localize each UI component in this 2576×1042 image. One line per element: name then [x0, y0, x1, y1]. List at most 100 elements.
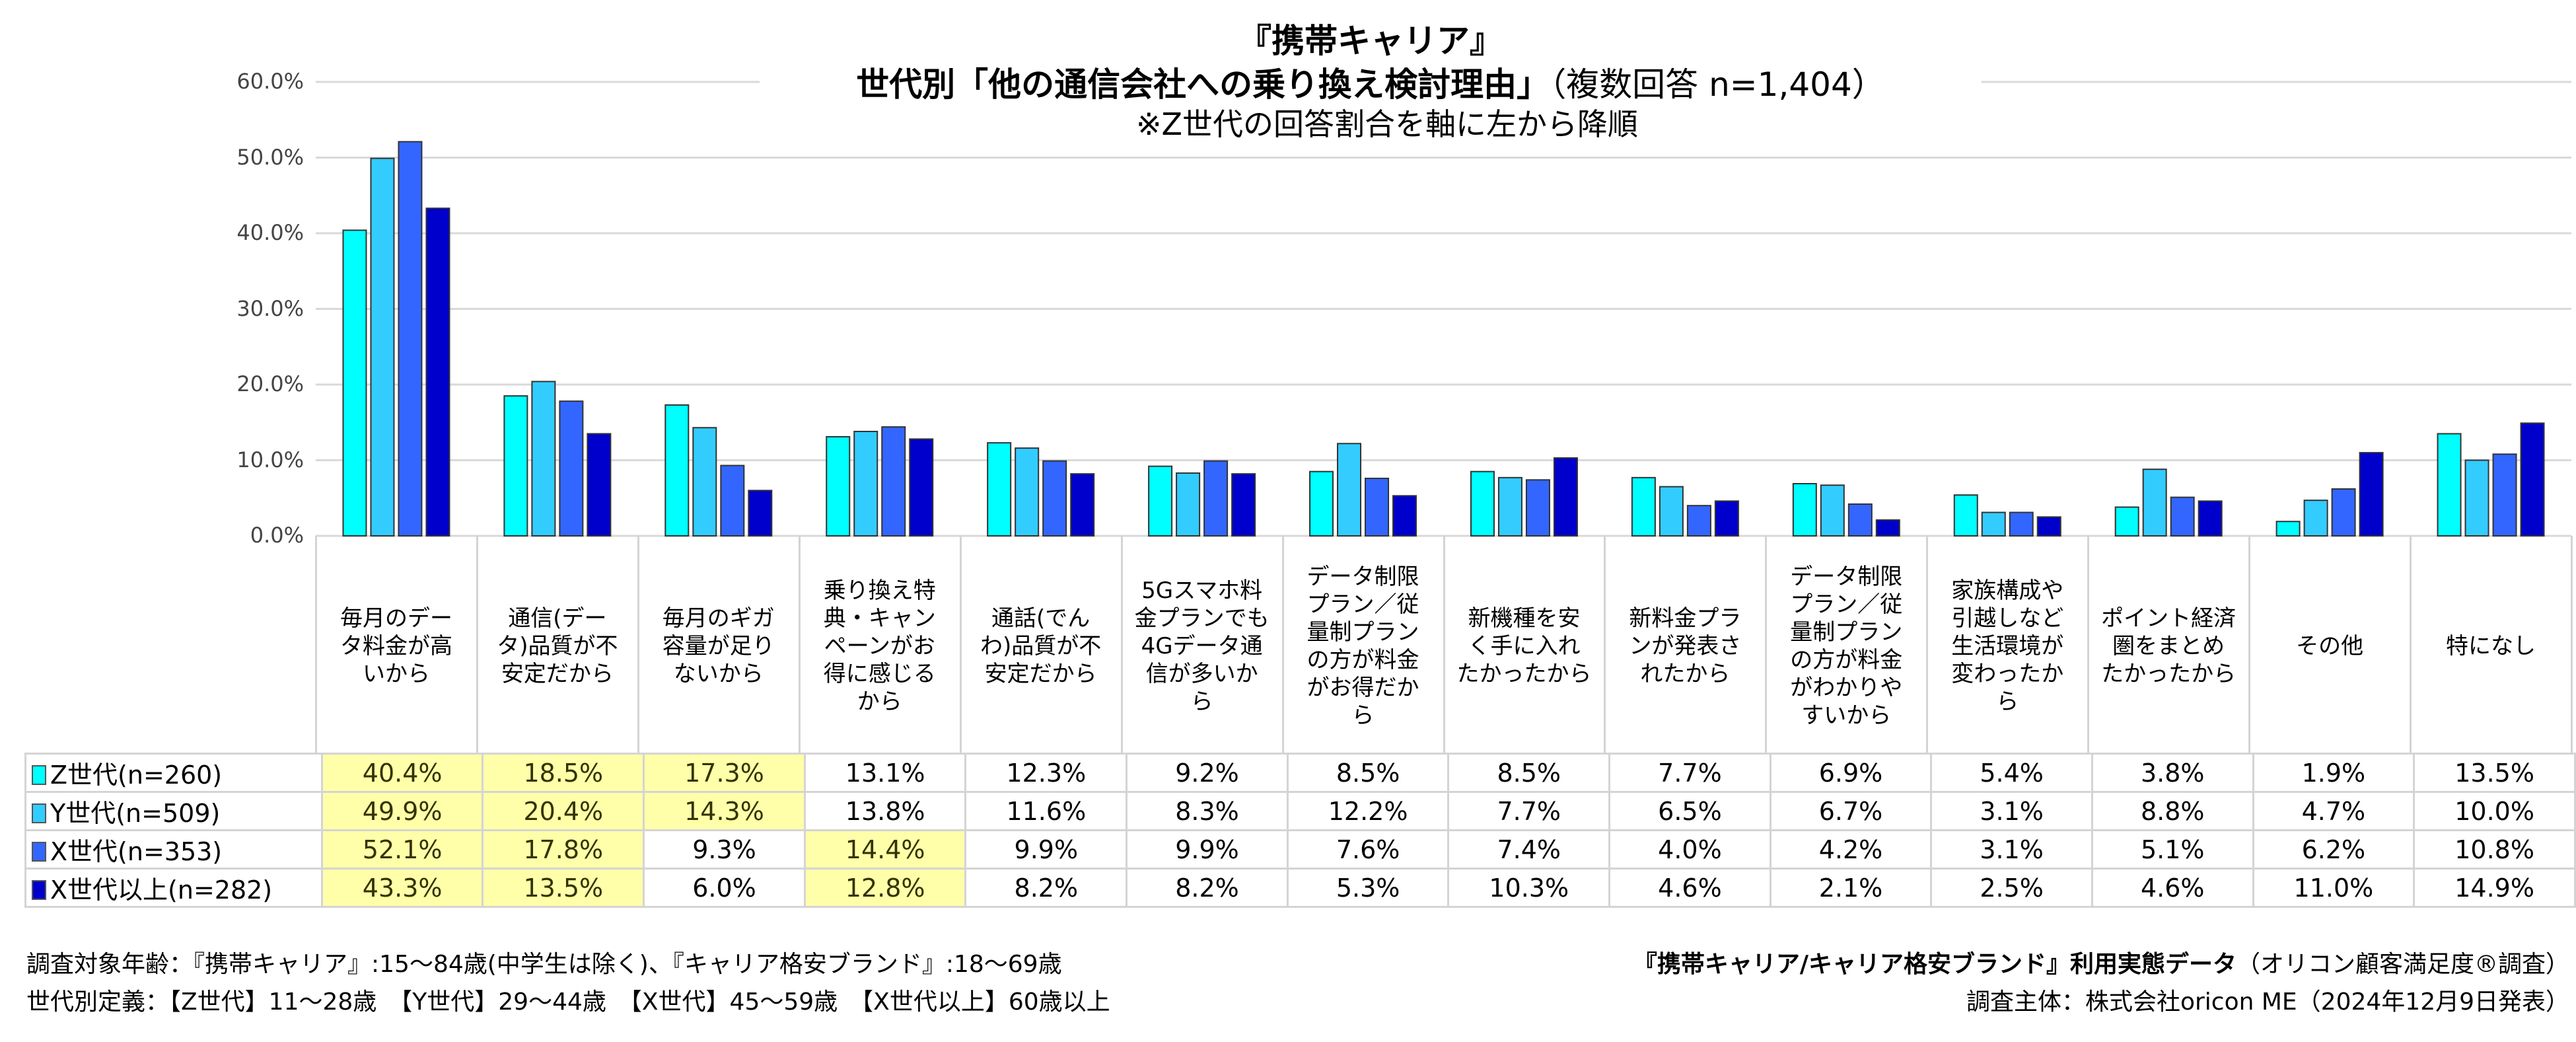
bar	[987, 442, 1012, 537]
footer-publisher: 調査主体：株式会社oricon ME（2024年12月9日発表）	[1966, 988, 2569, 1016]
bar	[720, 465, 745, 537]
bar	[1981, 511, 2006, 537]
category-label: 新料金プラ ンが発表さ れたから	[1629, 605, 1742, 687]
series-label: X世代以上(n=282)	[24, 868, 323, 908]
data-label: 9.9%	[1126, 829, 1289, 870]
column-divider	[2248, 536, 2251, 753]
bar	[853, 430, 878, 537]
bar	[1309, 470, 1334, 537]
bar	[1070, 473, 1095, 537]
data-label: 7.4%	[1447, 829, 1611, 870]
data-label: 14.4%	[803, 829, 967, 870]
data-label: 8.5%	[1447, 753, 1611, 793]
bar	[1042, 460, 1067, 537]
bar	[1820, 484, 1845, 537]
y-tick-label: 50.0%	[236, 144, 304, 170]
chart-title-main: 世代別「他の通信会社への乗り換え検討理由」	[856, 65, 1550, 104]
data-label: 5.1%	[2091, 829, 2254, 870]
category-label: 通信(デー タ)品質が不 安定だから	[497, 605, 618, 687]
bar	[2492, 453, 2517, 537]
bar	[1015, 447, 1040, 537]
column-divider	[2410, 536, 2412, 753]
bar	[1365, 477, 1390, 537]
data-label: 9.2%	[1126, 753, 1289, 793]
legend-swatch	[32, 765, 46, 785]
bar	[559, 400, 584, 537]
data-label: 3.8%	[2091, 753, 2254, 793]
y-tick-label: 30.0%	[236, 295, 304, 321]
data-label: 4.6%	[2091, 868, 2254, 908]
y-tick-label: 60.0%	[236, 69, 304, 94]
data-label: 10.3%	[1447, 868, 1611, 908]
data-label: 40.4%	[320, 753, 484, 793]
data-label: 12.8%	[803, 868, 967, 908]
y-tick-label: 10.0%	[236, 447, 304, 472]
footer-source: 『携帯キャリア/キャリア格安ブランド』利用実態データ（オリコン顧客満足度®調査）	[1633, 945, 2569, 979]
category-label: その他	[2296, 632, 2364, 659]
bar	[1631, 476, 1656, 537]
bar	[1231, 473, 1256, 537]
data-label: 2.1%	[1769, 868, 1933, 908]
series-name: X世代以上(n=282)	[50, 875, 273, 905]
data-label: 9.9%	[964, 829, 1128, 870]
footer-survey-ages: 調査対象年齢：『携帯キャリア』:15～84歳(中学生は除く)、『キャリア格安ブラ…	[26, 951, 1062, 978]
footer-generation-definition: 世代別定義：【Z世代】11～28歳 【Y世代】29～44歳 【X世代】45～59…	[26, 988, 1110, 1016]
bar	[664, 404, 690, 537]
column-divider	[476, 536, 478, 753]
data-label: 6.0%	[643, 868, 806, 908]
bar	[2114, 506, 2139, 537]
series-label: Y世代(n=509)	[24, 791, 323, 831]
data-label: 10.8%	[2413, 829, 2576, 870]
bar	[1470, 470, 1495, 537]
category-label: 5Gスマホ料 金プランでも 4Gデータ通 信が多いか ら	[1134, 577, 1270, 715]
data-label: 8.2%	[964, 868, 1128, 908]
column-divider	[1604, 536, 1606, 753]
category-label: データ制限 プラン／従 量制プラン の方が料金 がお得だか ら	[1306, 563, 1419, 729]
data-label: 13.5%	[2413, 753, 2576, 793]
bar	[748, 490, 773, 537]
chart-title-line2: 世代別「他の通信会社への乗り換え検討理由」（複数回答 n=1,404）	[760, 58, 1982, 106]
bar	[1792, 482, 1817, 537]
bar	[1847, 503, 1873, 537]
column-divider	[1443, 536, 1445, 753]
bar	[2142, 468, 2167, 537]
category-label: 新機種を安 く手に入れ たかったから	[1456, 605, 1592, 687]
column-divider	[798, 536, 801, 753]
bar	[692, 427, 717, 537]
data-label: 5.3%	[1286, 868, 1450, 908]
data-label: 3.1%	[1930, 829, 2093, 870]
data-label: 14.9%	[2413, 868, 2576, 908]
category-label: 特になし	[2446, 632, 2536, 659]
bar	[2303, 500, 2328, 537]
bar	[881, 426, 906, 537]
column-divider	[1281, 536, 1284, 753]
data-label: 7.7%	[1447, 791, 1611, 831]
data-label: 8.8%	[2091, 791, 2254, 831]
table-row: Z世代(n=260) 40.4% 18.5% 17.3% 13.1% 12.3% 9.2% 8…	[24, 753, 2576, 793]
y-tick-label: 20.0%	[236, 371, 304, 396]
data-label: 7.6%	[1286, 829, 1450, 870]
data-label: 9.3%	[643, 829, 806, 870]
data-label: 17.3%	[643, 753, 806, 793]
bar	[1176, 472, 1201, 537]
bar	[425, 207, 450, 537]
data-label: 49.9%	[320, 791, 484, 831]
data-label: 4.0%	[1608, 829, 1771, 870]
column-divider	[637, 536, 639, 753]
bar	[909, 438, 934, 537]
bar	[503, 395, 528, 537]
column-divider	[315, 536, 317, 753]
column-divider	[959, 536, 962, 753]
bar	[1714, 500, 1739, 537]
data-label: 6.5%	[1608, 791, 1771, 831]
data-label: 52.1%	[320, 829, 484, 870]
category-label: 乗り換え特 典・キャン ペーンがお 得に感じる から	[823, 577, 936, 715]
data-label: 8.3%	[1126, 791, 1289, 831]
data-label: 5.4%	[1930, 753, 2093, 793]
bar	[1148, 465, 1173, 537]
footer-source-sub: （オリコン顧客満足度®調査）	[2236, 951, 2569, 978]
data-label: 4.6%	[1608, 868, 1771, 908]
data-label: 14.3%	[643, 791, 806, 831]
data-label: 18.5%	[482, 753, 645, 793]
